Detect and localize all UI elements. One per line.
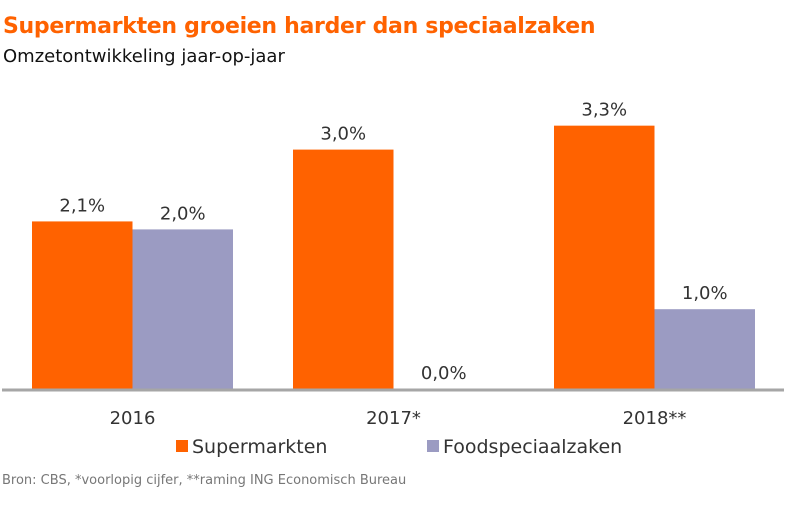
category-label: 2016 [110,408,156,429]
legend: Supermarkten Foodspeciaalzaken [176,436,622,458]
bar-foodspeciaalzaken-0 [132,229,233,389]
legend-label: Foodspeciaalzaken [443,436,622,458]
value-label: 1,0% [682,283,728,304]
value-labels-group: 2,1% 2,0% 3,0% 0,0% 3,3% 1,0% [59,100,727,384]
legend-swatch [176,440,188,452]
category-labels-group: 2016 2017* 2018** [110,408,687,429]
category-label: 2018** [623,408,687,429]
value-label: 2,0% [160,203,206,224]
value-label: 3,3% [581,100,627,121]
bar-foodspeciaalzaken-2 [654,309,755,389]
value-label: 3,0% [320,124,366,145]
legend-swatch [427,440,439,452]
value-label: 0,0% [421,363,467,384]
bar-supermarkten-2 [554,125,655,389]
source-note: Bron: CBS, *voorlopig cijfer, **raming I… [2,473,407,488]
bar-supermarkten-0 [32,221,133,389]
bar-chart: 2,1% 2,0% 3,0% 0,0% 3,3% 1,0% 2016 2017* 2018**… [2,100,784,458]
category-label: 2017* [366,408,421,429]
legend-item-foodspeciaalzaken: Foodspeciaalzaken [427,436,622,458]
chart-title: Supermarkten groeien harder dan speciaal… [3,14,596,39]
value-label: 2,1% [59,195,105,216]
legend-label: Supermarkten [192,436,327,458]
bars-group [32,125,755,389]
bar-supermarkten-1 [293,149,394,389]
legend-item-supermarkten: Supermarkten [176,436,327,458]
chart-subtitle: Omzetontwikkeling jaar-op-jaar [3,46,285,67]
